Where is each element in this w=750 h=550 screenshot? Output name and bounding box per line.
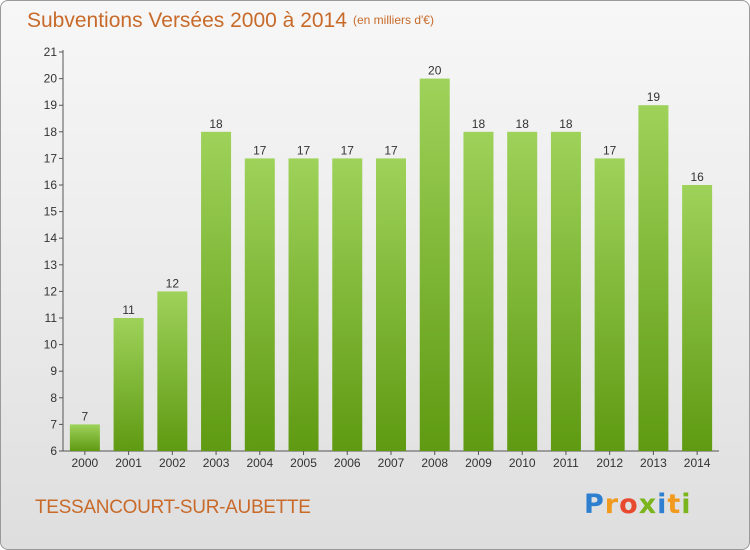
data-label-2000: 7 bbox=[82, 409, 89, 423]
data-label-2014: 16 bbox=[690, 170, 704, 184]
data-label-2004: 17 bbox=[253, 143, 267, 157]
bar-2007 bbox=[376, 158, 406, 451]
y-tick-label: 19 bbox=[44, 98, 58, 112]
y-tick-label: 14 bbox=[44, 231, 58, 245]
data-label-2013: 19 bbox=[647, 90, 661, 104]
x-tick-label-2013: 2013 bbox=[640, 456, 667, 470]
data-label-2006: 17 bbox=[341, 143, 355, 157]
y-tick-label: 17 bbox=[44, 151, 58, 165]
bar-2005 bbox=[288, 158, 319, 451]
bar-chart: 6 7 8 9 10 11 12 13 14 15 16 17 18 19 20 21 2000 2001 2002… bbox=[44, 45, 719, 470]
y-tick-label: 20 bbox=[44, 72, 58, 86]
y-tick-label: 21 bbox=[44, 45, 58, 59]
y-tick-label: 15 bbox=[44, 205, 58, 219]
proxiti-logo: Proxiti bbox=[584, 489, 692, 520]
x-tick-label-2002: 2002 bbox=[159, 456, 186, 470]
data-label-2001: 11 bbox=[122, 303, 135, 317]
data-label-2011: 18 bbox=[559, 117, 573, 131]
commune-name: TESSANCOURT-SUR-AUBETTE bbox=[35, 497, 311, 518]
chart-title: Subventions Versées 2000 à 2014 bbox=[27, 9, 347, 32]
x-tick-label-2000: 2000 bbox=[72, 456, 99, 470]
y-tick-label: 6 bbox=[50, 444, 57, 458]
data-label-2005: 17 bbox=[297, 143, 311, 157]
bar-2013 bbox=[638, 105, 669, 451]
data-label-2012: 17 bbox=[603, 143, 617, 157]
x-tick-label-2001: 2001 bbox=[115, 456, 142, 470]
bar-2004 bbox=[244, 158, 275, 451]
x-tick-label-2011: 2011 bbox=[553, 456, 579, 470]
x-tick-label-2007: 2007 bbox=[378, 456, 405, 470]
x-tick-label-2014: 2014 bbox=[684, 456, 711, 470]
bar-2002 bbox=[157, 291, 188, 451]
x-tick-label-2008: 2008 bbox=[421, 456, 448, 470]
y-tick-label: 18 bbox=[44, 125, 58, 139]
y-tick-label: 13 bbox=[44, 258, 58, 272]
y-tick-label: 7 bbox=[50, 417, 57, 431]
bar-2012 bbox=[594, 158, 625, 451]
y-tick-label: 9 bbox=[50, 364, 57, 378]
x-tick-label-2010: 2010 bbox=[509, 456, 536, 470]
y-tick-label: 10 bbox=[44, 338, 58, 352]
y-tick-label: 12 bbox=[44, 284, 58, 298]
bar-2001 bbox=[113, 318, 144, 451]
y-tick-label: 8 bbox=[50, 391, 57, 405]
bar-2003 bbox=[201, 131, 232, 452]
bar-2006 bbox=[332, 158, 363, 451]
bar-2010 bbox=[507, 131, 538, 452]
y-tick-label: 16 bbox=[44, 178, 58, 192]
bar-2008 bbox=[419, 78, 450, 451]
x-tick-label-2004: 2004 bbox=[246, 456, 273, 470]
data-label-2008: 20 bbox=[428, 64, 442, 78]
x-tick-label-2006: 2006 bbox=[334, 456, 361, 470]
x-tick-label-2012: 2012 bbox=[596, 456, 623, 470]
bar-2014 bbox=[682, 185, 713, 451]
x-tick-label-2003: 2003 bbox=[203, 456, 230, 470]
bar-2011 bbox=[550, 131, 581, 452]
data-label-2003: 18 bbox=[209, 117, 223, 131]
x-tick-label-2009: 2009 bbox=[465, 456, 492, 470]
data-label-2010: 18 bbox=[516, 117, 530, 131]
chart-subtitle: (en milliers d'€) bbox=[353, 13, 434, 27]
y-tick-label: 11 bbox=[45, 311, 58, 325]
data-label-2007: 17 bbox=[384, 143, 398, 157]
bar-2009 bbox=[463, 131, 494, 452]
data-label-2002: 12 bbox=[166, 276, 180, 290]
bar-2000 bbox=[69, 424, 100, 451]
x-tick-label-2005: 2005 bbox=[290, 456, 317, 470]
data-label-2009: 18 bbox=[472, 117, 486, 131]
